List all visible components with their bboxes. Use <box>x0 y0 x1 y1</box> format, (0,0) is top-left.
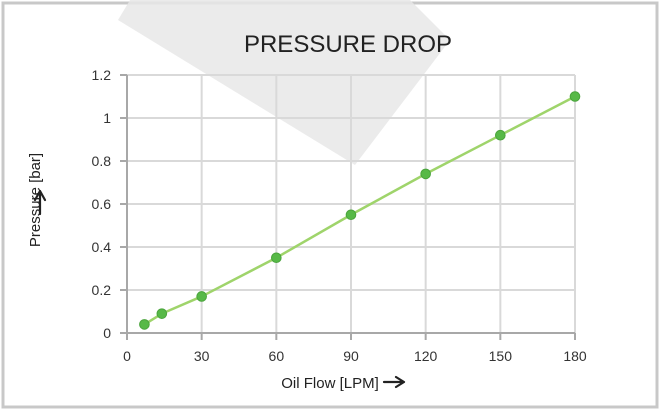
data-point <box>569 91 581 102</box>
y-tick-label: 1 <box>103 110 111 126</box>
x-tick-label: 30 <box>194 348 210 364</box>
data-point <box>271 252 282 264</box>
data-point <box>156 308 168 319</box>
series-layer <box>139 91 581 330</box>
y-tick-label: 0.6 <box>92 196 112 212</box>
chart-title: PRESSURE DROP <box>244 31 452 58</box>
x-tick-label: 120 <box>414 348 438 364</box>
y-axis-arrow-icon <box>33 189 47 216</box>
x-tick-label: 90 <box>343 348 359 364</box>
data-point <box>139 319 150 330</box>
data-point <box>345 209 357 221</box>
data-point <box>420 168 431 180</box>
x-axis-arrow-icon <box>382 375 406 389</box>
y-tick-label: 0.2 <box>92 282 112 298</box>
data-point <box>495 129 506 141</box>
x-tick-label: 180 <box>563 348 587 364</box>
x-tick-label: 60 <box>269 348 285 364</box>
y-tick-label: 0.4 <box>92 239 112 255</box>
y-tick-label: 0.8 <box>92 153 112 169</box>
x-tick-label: 150 <box>489 348 513 364</box>
tick-labels: 0 30 60 90 120 150 180 0 0.2 0.4 0.6 0.8 1 1.2 <box>92 67 587 364</box>
data-point <box>196 291 207 302</box>
watermark-shape <box>118 0 450 165</box>
x-axis-label: Oil Flow [LPM] <box>281 375 379 392</box>
y-tick-label: 1.2 <box>92 67 112 83</box>
series-line <box>143 95 577 326</box>
x-tick-label: 0 <box>123 348 131 364</box>
y-tick-label: 0 <box>103 325 111 341</box>
watermark-wedge <box>118 0 450 165</box>
